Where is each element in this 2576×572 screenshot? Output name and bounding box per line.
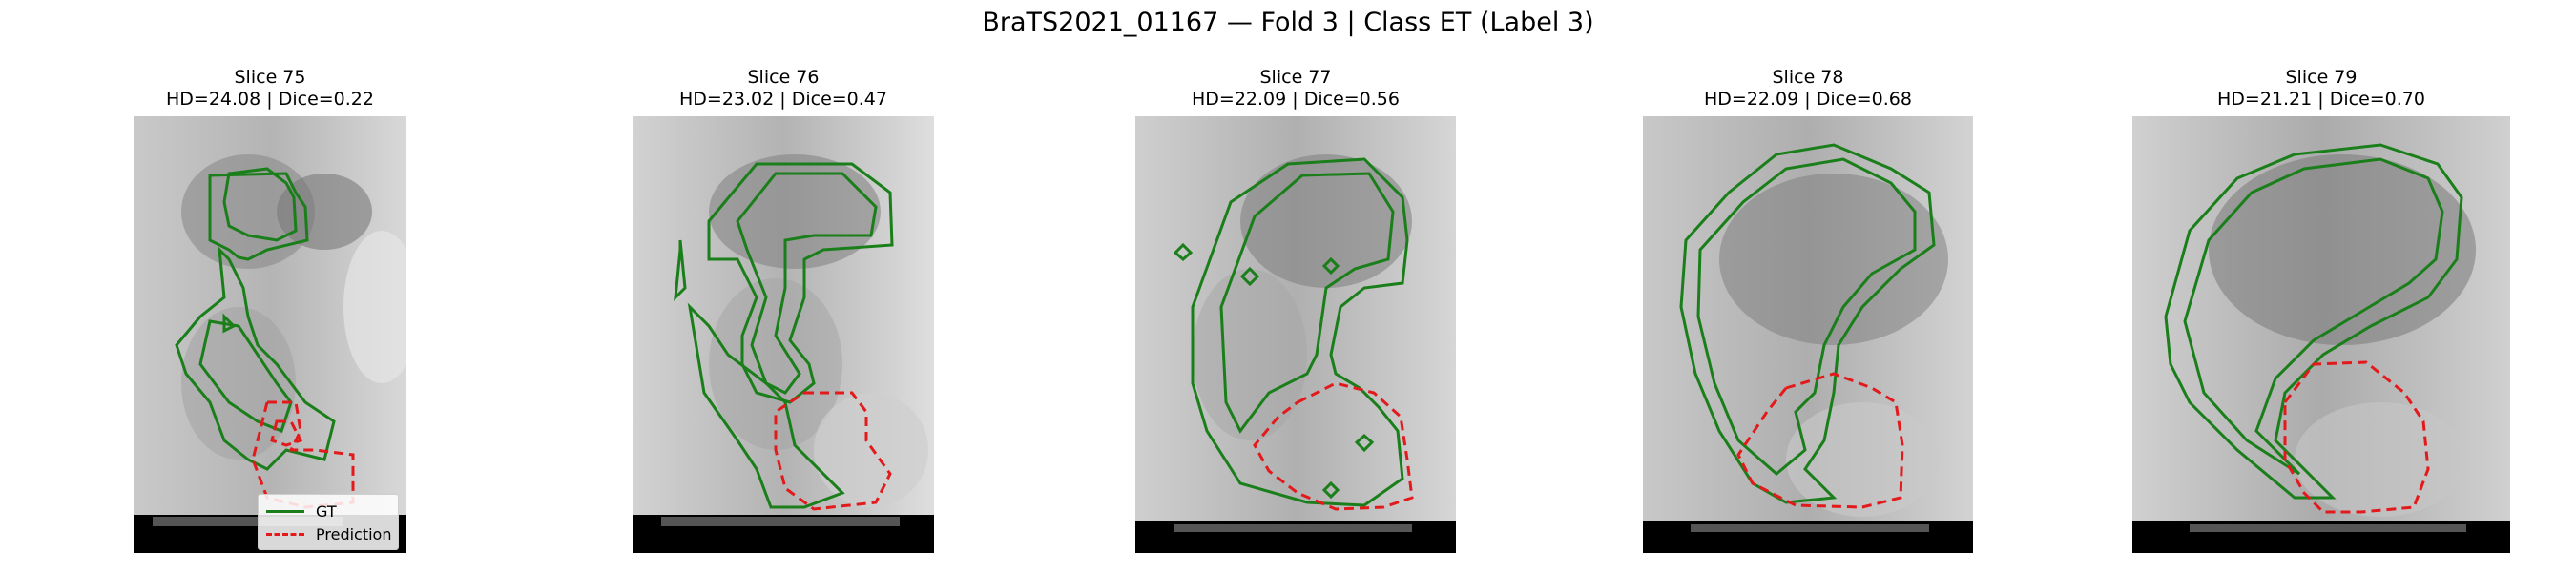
slice-label: Slice 78: [1772, 67, 1844, 88]
metrics-label: HD=22.09 | Dice=0.56: [1192, 89, 1400, 110]
gt-swatch: [266, 509, 304, 513]
mri-slice-77-image: [1135, 116, 1456, 553]
legend-gt-label: GT: [316, 501, 337, 521]
panel-title-1: Slice 75 HD=24.08 | Dice=0.22: [134, 67, 406, 111]
metrics-label: HD=22.09 | Dice=0.68: [1704, 89, 1912, 110]
metrics-label: HD=21.21 | Dice=0.70: [2217, 89, 2425, 110]
panel-title-4: Slice 78 HD=22.09 | Dice=0.68: [1643, 67, 1973, 111]
prediction-swatch: [266, 532, 304, 536]
legend-prediction-label: Prediction: [316, 524, 392, 543]
mri-slice-76-image: [633, 116, 934, 553]
metrics-label: HD=23.02 | Dice=0.47: [679, 89, 887, 110]
mri-slice-79-image: [2132, 116, 2510, 553]
metrics-label: HD=24.08 | Dice=0.22: [166, 89, 374, 110]
slice-label: Slice 77: [1259, 67, 1332, 88]
panel-title-2: Slice 76 HD=23.02 | Dice=0.47: [633, 67, 934, 111]
panel-title-3: Slice 77 HD=22.09 | Dice=0.56: [1135, 67, 1456, 111]
panel-title-5: Slice 79 HD=21.21 | Dice=0.70: [2132, 67, 2510, 111]
mri-slice-78-image: [1643, 116, 1973, 553]
legend: GT Prediction: [258, 494, 399, 550]
slice-label: Slice 79: [2285, 67, 2358, 88]
figure-title: BraTS2021_01167 — Fold 3 | Class ET (Lab…: [982, 8, 1594, 37]
mri-slice-75-image: [134, 116, 406, 553]
slice-label: Slice 76: [747, 67, 820, 88]
slice-label: Slice 75: [234, 67, 306, 88]
